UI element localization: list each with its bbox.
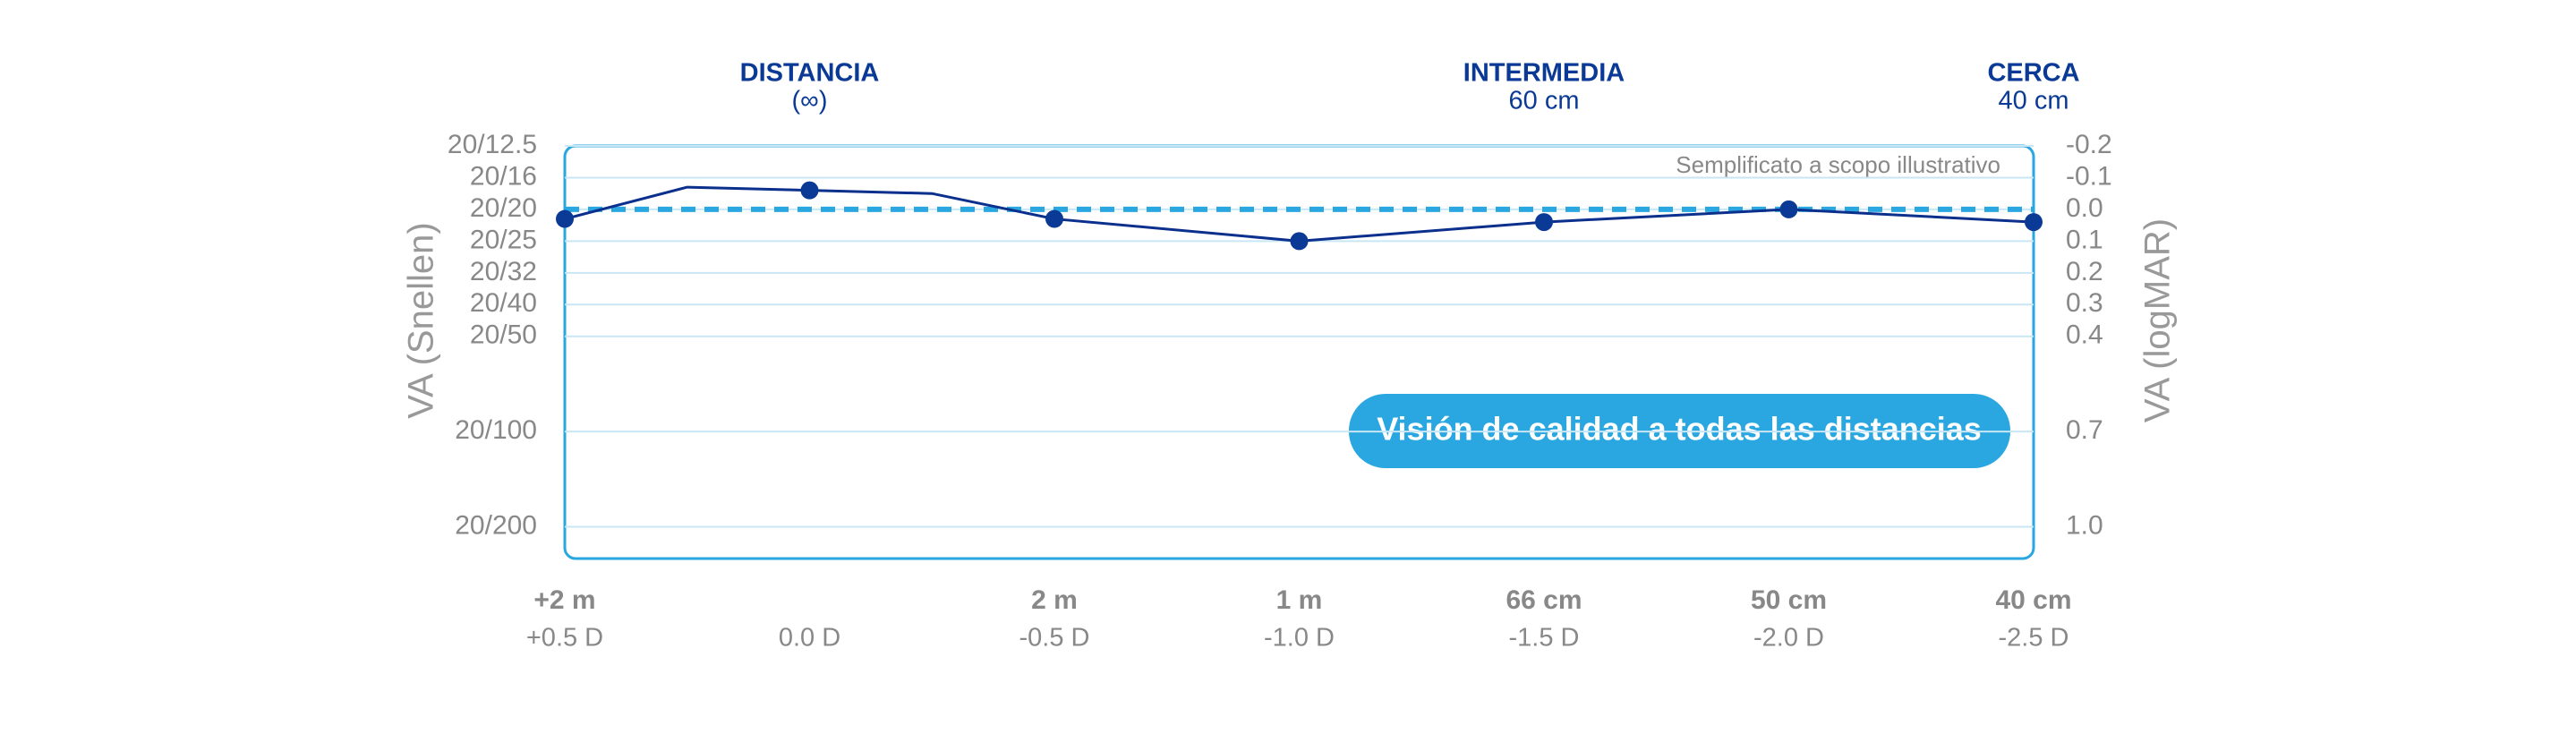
y-tick-label: 20/50 [470,320,537,350]
zone-label: CERCA [1987,59,2079,88]
y2-tick-label: 0.0 [2066,193,2103,223]
y-axis-title: VA (Snellen) [402,222,441,418]
data-point [556,209,574,228]
y-tick-label: 20/200 [455,510,537,540]
y-tick-label: 20/40 [470,288,537,318]
x-tick-label: -1.0 D [1264,624,1335,653]
zone-label: DISTANCIA [740,59,880,88]
x-distance-label: 1 m [1276,585,1323,615]
zone-sublabel: 60 cm [1509,87,1580,115]
data-point [1290,232,1309,251]
y2-tick-label: -0.2 [2066,130,2112,159]
x-tick-label: -2.0 D [1753,624,1824,653]
x-tick-label: -0.5 D [1019,624,1090,653]
zone-sublabel: 40 cm [1999,87,2069,115]
x-distance-label: +2 m [533,585,595,615]
y-tick-label: 20/16 [470,161,537,191]
zone-label: INTERMEDIA [1463,59,1625,88]
y2-tick-label: 0.2 [2066,257,2103,286]
x-tick-label: -1.5 D [1509,624,1580,653]
data-point [1779,200,1798,218]
x-tick-label: 0.0 D [779,624,840,653]
x-distance-label: 50 cm [1751,585,1827,615]
y2-tick-label: 0.4 [2066,320,2103,350]
callout: Visión de calidad a todas las distancias [1377,411,1982,448]
y2-tick-label: 1.0 [2066,510,2103,540]
zone-sublabel: (∞) [792,87,828,115]
data-point [800,181,819,200]
y-tick-label: 20/20 [470,193,537,223]
data-point [2025,213,2043,232]
y-tick-label: 20/12.5 [448,130,537,159]
note: Semplificato a scopo illustrativo [1676,151,2000,178]
y2-axis-title: VA (logMAR) [2138,218,2178,422]
x-distance-label: 2 m [1031,585,1078,615]
y2-tick-label: 0.1 [2066,225,2103,254]
y-tick-label: 20/32 [470,257,537,286]
y2-tick-label: 0.3 [2066,288,2103,318]
y-tick-label: 20/25 [470,225,537,254]
x-distance-label: 40 cm [1995,585,2071,615]
x-distance-label: 66 cm [1506,585,1582,615]
x-tick-label: -2.5 D [1999,624,2069,653]
data-point [1535,213,1553,232]
data-point [1045,209,1063,228]
y2-tick-label: 0.7 [2066,415,2103,445]
x-tick-label: +0.5 D [526,624,603,653]
y-tick-label: 20/100 [455,415,537,445]
y2-tick-label: -0.1 [2066,161,2112,191]
